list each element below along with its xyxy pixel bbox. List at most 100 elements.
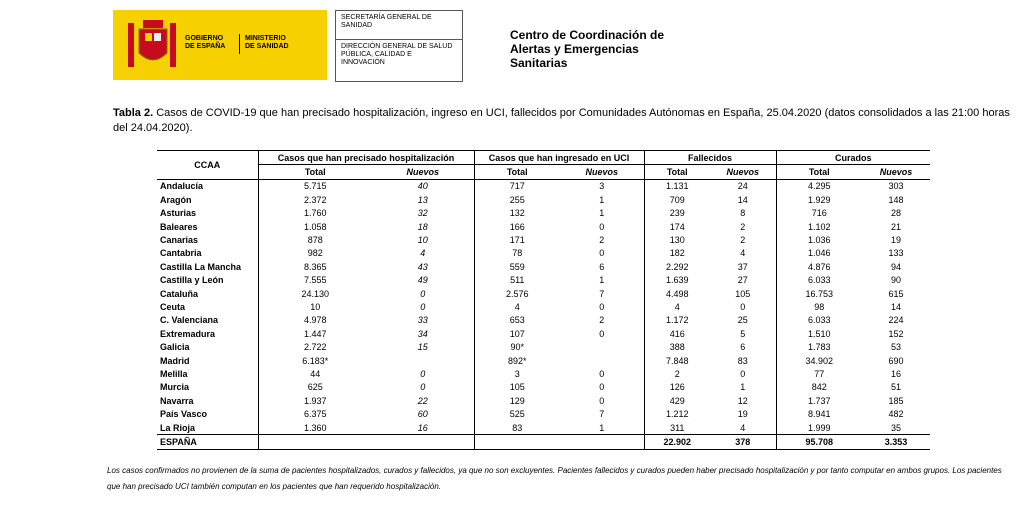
cell: 559 <box>473 260 560 274</box>
total-row: ESPAÑA 22.902 378 95.708 3.353 <box>157 434 930 450</box>
cell: Nuevos <box>879 167 913 178</box>
cell: 2 <box>643 367 710 381</box>
cell: CCAA <box>194 159 221 170</box>
cell: 0 <box>740 368 746 379</box>
cell: Asturias <box>160 208 197 219</box>
cell: 174 <box>643 219 710 234</box>
cell: 6 <box>599 261 605 272</box>
cell: Total <box>775 164 862 180</box>
cell: 7.848 <box>643 353 710 368</box>
cell: 7 <box>599 409 605 420</box>
cell: 1.036 <box>775 233 862 247</box>
data-row: Baleares 1.058 18 166 0 174 2 1.102 21 <box>157 219 930 234</box>
cell: Galicia <box>160 342 190 353</box>
cell: País Vasco <box>160 409 208 420</box>
cell: 525 <box>473 407 560 421</box>
cell: 2 <box>740 235 746 246</box>
cell: Total <box>257 164 372 180</box>
cell: 12 <box>737 395 748 406</box>
cell: Nuevos <box>585 167 618 178</box>
cell: 2 <box>740 221 746 232</box>
cell <box>560 435 644 449</box>
cell: 148 <box>888 194 904 205</box>
cell: 21 <box>890 221 901 232</box>
subheader-row: Total Nuevos Total Nuevos Total Nuevos Total Nu… <box>157 164 930 180</box>
cell: 625 <box>257 380 372 395</box>
cell: 0 <box>599 221 605 232</box>
cell: Aragón <box>160 194 192 205</box>
cell: 1.999 <box>775 420 862 435</box>
cell: 15 <box>417 342 428 353</box>
cell: La Rioja <box>160 422 196 433</box>
cell: Cantabria <box>160 248 202 259</box>
cell: 511 <box>473 273 560 287</box>
cell <box>372 354 474 367</box>
cell: Cataluña <box>160 288 199 299</box>
table: CCAA Casos que han precisado hospitalizac… <box>157 150 930 450</box>
cell: 171 <box>473 233 560 247</box>
data-row: Canarias 878 10 171 2 130 2 1.036 19 <box>157 233 930 247</box>
cell: 13 <box>417 194 428 205</box>
cell: 4 <box>643 300 710 314</box>
cell: 10 <box>257 300 372 314</box>
cell: 429 <box>643 394 710 408</box>
cell: 6.375 <box>257 407 372 421</box>
cell: 1 <box>599 422 605 433</box>
cell: ESPAÑA <box>160 436 197 447</box>
cell: 16 <box>417 422 428 433</box>
cell: 185 <box>888 395 904 406</box>
cell: 8.941 <box>775 407 862 421</box>
cell: 2 <box>599 235 605 246</box>
cell: Castilla y León <box>160 275 224 286</box>
cell: Murcia <box>160 382 190 393</box>
cell <box>560 340 644 353</box>
cell: 126 <box>643 380 710 395</box>
cell: 3 <box>473 367 560 381</box>
data-row: Andalucía 5.715 40 717 3 1.131 24 4.295 303 <box>157 179 930 194</box>
cell: 24 <box>737 181 748 192</box>
data-row: Ceuta 10 0 4 0 4 0 98 14 <box>157 300 930 314</box>
cell: 10 <box>417 235 428 246</box>
cell: 22.902 <box>643 434 710 450</box>
cell: 1.447 <box>257 327 372 341</box>
cell: 37 <box>737 261 748 272</box>
cell: 0 <box>599 395 605 406</box>
cell: 18 <box>417 221 428 232</box>
cell: 2.292 <box>643 260 710 274</box>
cell: 4.498 <box>643 286 710 301</box>
cell: Extremadura <box>160 328 216 339</box>
crest <box>128 20 176 67</box>
cell: 14 <box>737 194 748 205</box>
cell: 44 <box>257 367 372 381</box>
data-row: Extremadura 1.447 34 107 0 416 5 1.510 152 <box>157 327 930 341</box>
data-row: Aragón 2.372 13 255 1 709 14 1.929 148 <box>157 193 930 207</box>
cell: 22 <box>417 395 428 406</box>
gov-text: GOBIERNO DE ESPAÑA <box>185 35 226 50</box>
cell: 1.737 <box>775 394 862 408</box>
cell: 16.753 <box>775 286 862 301</box>
cell: 1.639 <box>643 273 710 287</box>
cell: 25 <box>737 315 748 326</box>
cell: 53 <box>890 342 901 353</box>
cell: Baleares <box>160 221 198 232</box>
cell: 105 <box>735 288 751 299</box>
cell: 90* <box>473 340 560 354</box>
cell: 1.058 <box>257 219 372 234</box>
cell: 0 <box>599 382 605 393</box>
cell: 2.722 <box>257 340 372 354</box>
cell: 94 <box>890 261 901 272</box>
center-title: Centro de Coordinación de Alertas y Emerg… <box>510 28 665 70</box>
cell: 7 <box>599 288 605 299</box>
cell: Total <box>473 164 560 180</box>
cell: 27 <box>737 275 748 286</box>
cell: 132 <box>473 206 560 220</box>
cell: 1 <box>599 275 605 286</box>
cell: 6.033 <box>775 273 862 287</box>
cell: 1.929 <box>775 193 862 207</box>
footnote: Los casos confirmados no provienen de la… <box>107 466 1002 491</box>
cell: 130 <box>643 233 710 247</box>
cell: 7.555 <box>257 273 372 287</box>
cell: 224 <box>888 315 904 326</box>
cell: 4 <box>740 422 746 433</box>
data-row: La Rioja 1.360 16 83 1 311 4 1.999 35 <box>157 420 930 435</box>
